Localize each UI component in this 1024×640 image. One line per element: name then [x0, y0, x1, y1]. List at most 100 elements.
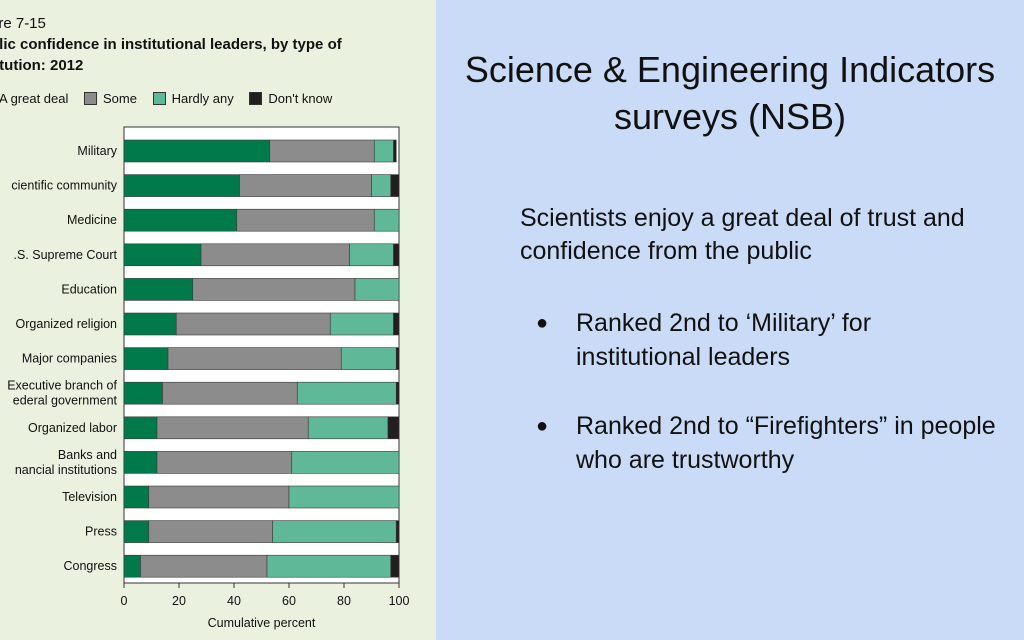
- bar-segment: [236, 208, 375, 232]
- category-label-line: nancial institutions: [15, 463, 117, 477]
- category-label: Banks and nancial institutions: [15, 448, 117, 477]
- bar-segment: [192, 278, 356, 301]
- bar-segment: [340, 347, 397, 370]
- bar-segment: [123, 312, 177, 336]
- stacked-bar-chart: Military cientific community Medicine .S. S…: [7, 126, 410, 630]
- bar-segment: [390, 554, 400, 578]
- category-label: Major companies: [22, 352, 117, 366]
- bullet-dot-icon: ●: [536, 312, 549, 334]
- bar-segment: [269, 139, 375, 163]
- legend-label-some: Some: [103, 91, 137, 106]
- legend-item-hardly-any: Hardly any: [152, 91, 234, 106]
- bullet-text-1: Ranked 2nd to ‘Military’ for institution…: [576, 309, 872, 371]
- bar-segment: [156, 451, 293, 474]
- category-label: Television: [62, 490, 117, 504]
- category-label-line: Education: [61, 282, 117, 296]
- category-label-line: Medicine: [67, 213, 117, 227]
- figure-title-line2: titution: 2012: [0, 57, 84, 74]
- bar-segment: [291, 451, 400, 474]
- slide-title: Science & Engineering Indicators surveys…: [436, 46, 1024, 140]
- bar-segment: [123, 520, 150, 543]
- category-label: Press: [85, 525, 117, 539]
- bar-segment: [156, 416, 309, 440]
- slide-intro-text: Scientists enjoy a great deal of trust a…: [520, 204, 965, 265]
- legend-item-dont-know: Don't know: [249, 91, 332, 106]
- bar-segment: [373, 208, 400, 232]
- category-label-line: Banks and: [58, 448, 117, 462]
- category-label-line: Military: [77, 144, 117, 158]
- legend-label-dont-know: Don't know: [268, 91, 333, 106]
- category-label-line: .S. Supreme Court: [13, 248, 117, 262]
- bar-segment: [123, 416, 158, 440]
- legend-swatch-dont-know: [249, 92, 263, 105]
- category-label: Congress: [64, 559, 118, 573]
- figure-number: ure 7-15: [0, 15, 46, 32]
- category-label: Education: [61, 282, 117, 296]
- bar-segment: [148, 520, 273, 543]
- legend-item-some: Some: [84, 91, 137, 106]
- x-axis-title: Cumulative percent: [208, 616, 316, 630]
- bullet-dot-icon: ●: [536, 415, 549, 437]
- bar-segment: [162, 381, 298, 405]
- bar-segment: [239, 174, 372, 197]
- bar-segment: [272, 520, 397, 543]
- bar-segment: [329, 312, 394, 336]
- category-label-line: cientific community: [11, 179, 117, 193]
- legend-swatch-hardly-any: [152, 92, 166, 105]
- figure-title-line1: blic confidence in institutional leaders…: [0, 36, 342, 53]
- category-label: Organized religion: [16, 317, 117, 331]
- bar-segment: [393, 243, 400, 267]
- bar-segment: [371, 174, 392, 197]
- bar-segment: [387, 416, 400, 440]
- bar-segment: [123, 381, 163, 405]
- bar-segment: [123, 243, 202, 267]
- category-label-line: Press: [85, 525, 117, 539]
- category-label: Organized labor: [28, 421, 117, 435]
- bar-segment: [123, 174, 240, 197]
- slide-title-line2: surveys (NSB): [613, 96, 847, 137]
- bar-segment: [354, 278, 400, 301]
- bar-segment: [123, 485, 150, 509]
- x-tick-label: 20: [172, 594, 186, 608]
- category-label-line: Television: [62, 490, 117, 504]
- bar-segment: [123, 451, 158, 474]
- bar-segment: [140, 554, 268, 578]
- category-label-line: Congress: [64, 559, 118, 573]
- category-label-line: ederal government: [13, 394, 118, 408]
- chart-legend: A great deal Some Hardly any Don't know: [0, 91, 344, 108]
- bar-segment: [395, 381, 400, 405]
- x-tick-label: 60: [282, 594, 296, 608]
- legend-swatch-some: [84, 92, 98, 105]
- category-label: Military: [77, 144, 117, 158]
- category-label-line: Organized labor: [28, 421, 117, 435]
- figure-title-block: ure 7-15 blic confidence in institutiona…: [0, 14, 342, 76]
- bar-segment: [307, 416, 389, 440]
- x-tick-label: 0: [121, 594, 128, 608]
- bar-segment: [200, 243, 350, 267]
- bar-segment: [167, 347, 342, 370]
- bar-segment: [395, 347, 400, 370]
- category-label: .S. Supreme Court: [13, 248, 117, 262]
- category-label: Executive branch of ederal government: [7, 379, 117, 408]
- category-label-line: Major companies: [22, 352, 117, 366]
- legend-label-great-deal: A great deal: [0, 91, 69, 106]
- legend-item-great-deal: A great deal: [0, 91, 68, 106]
- figure-panel: ure 7-15 blic confidence in institutiona…: [0, 0, 436, 640]
- bar-segment: [123, 208, 238, 232]
- legend-label-hardly-any: Hardly any: [171, 91, 234, 106]
- category-label: cientific community: [11, 179, 117, 193]
- category-label-line: Executive branch of: [7, 379, 117, 393]
- x-tick-label: 80: [337, 594, 351, 608]
- bar-segment: [123, 278, 194, 301]
- bar-segment: [266, 554, 392, 578]
- bar-segment: [393, 312, 400, 336]
- bar-segment: [123, 347, 169, 370]
- bar-segment: [395, 520, 400, 543]
- bar-segment: [148, 485, 290, 509]
- x-tick-label: 100: [389, 594, 410, 608]
- bar-segment: [288, 485, 400, 509]
- category-label: Medicine: [67, 213, 117, 227]
- bar-segment: [175, 312, 331, 336]
- bar-segment: [123, 554, 141, 578]
- x-tick-label: 40: [227, 594, 241, 608]
